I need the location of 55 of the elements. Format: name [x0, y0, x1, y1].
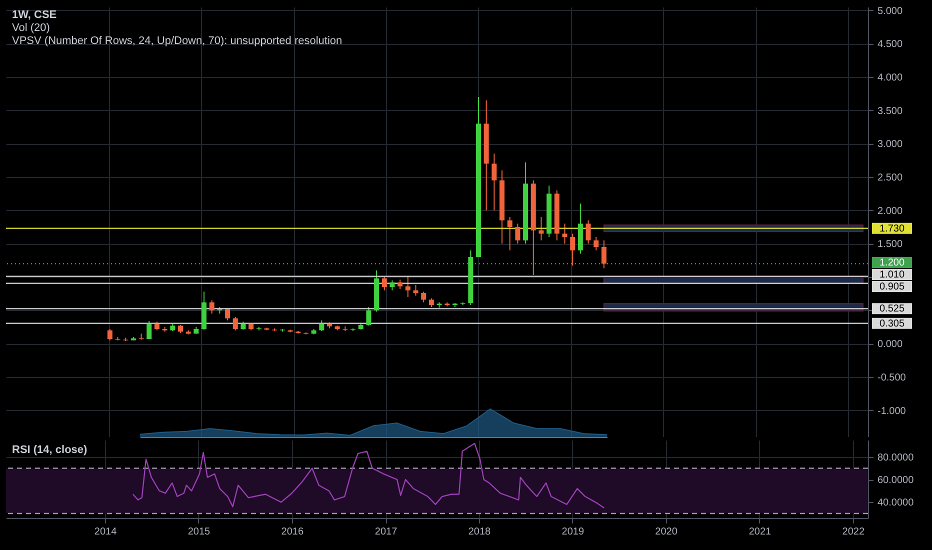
- annotation: Vol (20): [12, 22, 50, 35]
- y-tick-label: 2.000: [878, 206, 903, 217]
- candlestick: [146, 320, 152, 340]
- y-tick-label: 3.500: [878, 106, 903, 117]
- x-tick-label: 2014: [94, 526, 118, 538]
- candlestick: [413, 284, 418, 296]
- candlestick: [601, 240, 606, 269]
- y-tick-label: -0.500: [878, 372, 906, 384]
- candlestick: [538, 216, 544, 241]
- x-tick-label: 2016: [281, 526, 304, 538]
- candlestick: [515, 223, 520, 244]
- y-tick-label: 4.000: [878, 72, 903, 84]
- candlestick: [421, 291, 426, 303]
- chart-title: 1W, CSE: [12, 9, 57, 22]
- candlestick: [507, 216, 512, 251]
- ref-line-label: 1.010: [879, 269, 905, 280]
- y-tick-label: 3.000: [878, 139, 903, 150]
- y-tick-label: 4.500: [878, 39, 903, 50]
- ref-line-label: 0.525: [879, 304, 905, 315]
- ref-line-label: 1.730: [879, 223, 905, 234]
- x-tick-label: 2018: [468, 526, 492, 538]
- x-tick-label: 2017: [374, 526, 398, 538]
- x-tick-label: 2020: [655, 526, 678, 538]
- candlestick: [382, 276, 387, 291]
- candlestick: [398, 279, 403, 290]
- y-tick-label: 0.000: [878, 339, 903, 350]
- candlestick: [492, 153, 497, 211]
- y-tick-label: 40.0000: [878, 498, 914, 509]
- ref-line-label: 0.905: [879, 281, 905, 292]
- annotation: VPSV (Number Of Rows, 24, Up/Down, 70): unsupported resolution: [12, 35, 342, 48]
- candlestick: [570, 233, 576, 266]
- y-tick-label: 60.0000: [878, 475, 914, 486]
- y-tick-label: -1.000: [878, 406, 906, 417]
- candlestick: [594, 236, 599, 251]
- candlestick: [209, 300, 214, 314]
- ref-line-label: 1.200: [879, 257, 905, 268]
- y-tick-label: 1.500: [878, 239, 903, 250]
- y-tick-label: 2.500: [878, 172, 903, 184]
- x-tick-label: 2015: [188, 526, 211, 538]
- candlestick: [405, 276, 410, 298]
- line-series: [132, 442, 605, 508]
- x-tick-label: 2022: [842, 526, 865, 538]
- x-tick-label: 2019: [562, 526, 584, 538]
- candlestick: [319, 320, 324, 332]
- candlestick: [232, 316, 238, 331]
- y-tick-label: 80.0000: [878, 452, 914, 464]
- candlestick: [586, 220, 591, 244]
- candlestick: [390, 280, 395, 291]
- candlestick: [366, 306, 372, 326]
- x-tick-label: 2021: [748, 526, 772, 538]
- chart-title: RSI (14, close): [12, 444, 88, 457]
- ref-line-label: 0.305: [879, 318, 905, 330]
- candlestick: [107, 328, 112, 341]
- y-tick-label: 5.000: [878, 6, 903, 17]
- candlestick: [562, 223, 568, 244]
